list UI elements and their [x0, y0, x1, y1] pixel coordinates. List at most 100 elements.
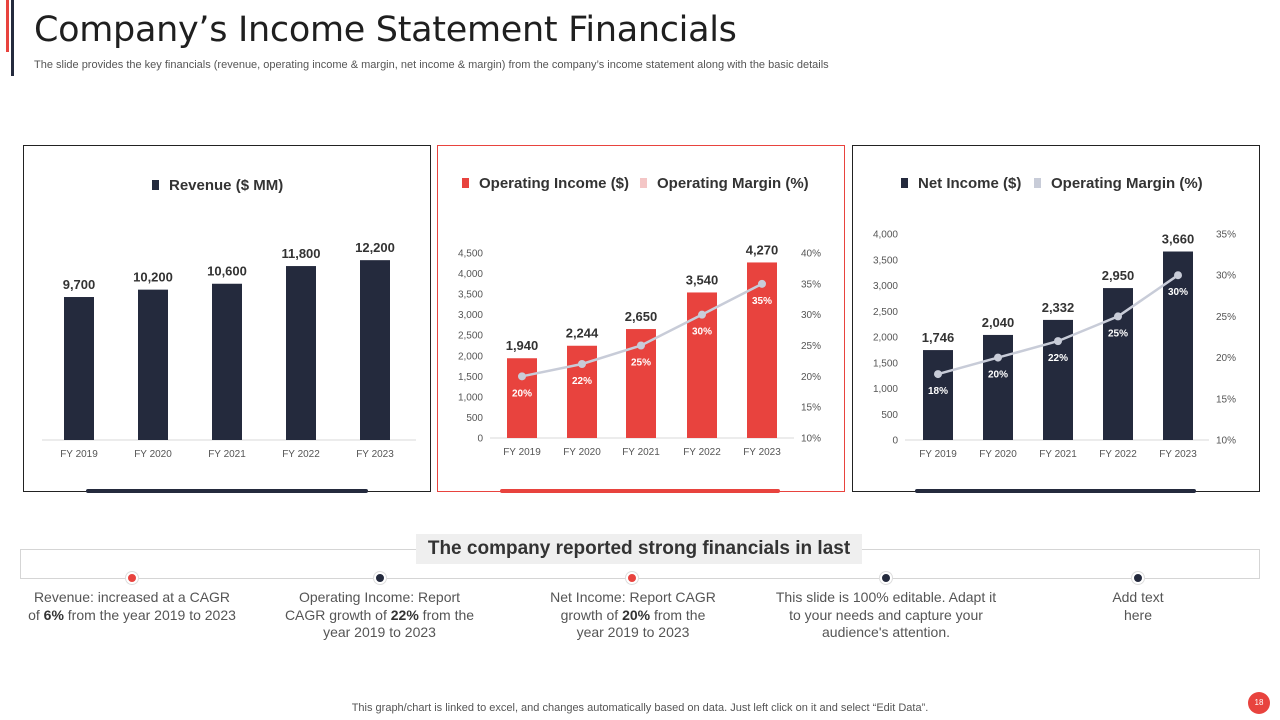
y2-tick-label: 20% — [801, 372, 821, 383]
bar-value-label: 2,650 — [625, 309, 658, 324]
x-tick-label: FY 2022 — [1099, 449, 1137, 460]
bar — [212, 283, 242, 440]
margin-point — [698, 310, 706, 319]
y-tick-label: 4,500 — [458, 249, 483, 260]
y-tick-label: 0 — [892, 436, 898, 447]
accent-bar-dark — [11, 0, 14, 76]
margin-point — [994, 353, 1002, 362]
bar — [286, 266, 316, 440]
x-tick-label: FY 2023 — [743, 447, 781, 458]
bar-value-label: 12,200 — [355, 240, 395, 255]
x-tick-label: FY 2019 — [503, 447, 541, 458]
y-tick-label: 1,500 — [458, 372, 483, 383]
x-tick-label: FY 2020 — [563, 447, 601, 458]
bar-value-label: 9,700 — [63, 277, 96, 292]
footer-note: This graph/chart is linked to excel, and… — [351, 702, 929, 714]
bar-value-label: 2,950 — [1102, 268, 1135, 283]
timeline-dot-1 — [126, 572, 138, 584]
margin-label: 30% — [692, 327, 712, 338]
y-tick-label: 1,000 — [458, 392, 483, 403]
x-tick-label: FY 2023 — [356, 449, 394, 460]
y2-tick-label: 15% — [801, 403, 821, 414]
bar-value-label: 1,940 — [506, 338, 539, 353]
legend-swatch — [640, 178, 647, 188]
panel-underline-revenue — [86, 489, 368, 493]
bar — [360, 260, 390, 440]
operating-income-chart-panel[interactable]: Operating Income ($) Operating Margin (%)… — [437, 145, 845, 492]
y-tick-label: 500 — [881, 410, 898, 421]
y-tick-label: 2,500 — [458, 331, 483, 342]
bar — [64, 297, 94, 440]
bar — [1103, 288, 1133, 440]
timeline-dot-2 — [374, 572, 386, 584]
y-tick-label: 2,500 — [873, 307, 898, 318]
page-subtitle: The slide provides the key financials (r… — [34, 59, 829, 71]
margin-point — [1114, 312, 1122, 321]
y-tick-label: 4,000 — [873, 230, 898, 241]
revenue-chart: Revenue ($ MM) 9,700 FY 2019 10,200 FY 2020 1… — [42, 177, 416, 460]
bar — [923, 350, 953, 440]
margin-point — [758, 279, 766, 288]
key-point-editable: This slide is 100% editable. Adapt it to… — [775, 589, 997, 640]
legend-label: Operating Income ($) — [479, 175, 629, 192]
legend-swatch — [152, 180, 159, 190]
y-tick-label: 500 — [466, 413, 483, 424]
y2-tick-label: 15% — [1216, 394, 1236, 405]
x-tick-label: FY 2019 — [60, 449, 98, 460]
margin-label: 22% — [1048, 353, 1068, 364]
y-tick-label: 1,000 — [873, 384, 898, 395]
y2-tick-label: 20% — [1216, 353, 1236, 364]
bar-value-label: 11,800 — [281, 246, 320, 261]
net-income-chart: Net Income ($) Operating Margin (%) 0 500 1,… — [873, 175, 1236, 460]
bar-value-label: 3,660 — [1162, 232, 1195, 247]
page-number: 18 — [1248, 692, 1270, 714]
y2-tick-label: 10% — [801, 434, 821, 445]
y-tick-label: 1,500 — [873, 358, 898, 369]
legend-label: Net Income ($) — [918, 175, 1021, 192]
summary-heading: The company reported strong financials i… — [416, 534, 862, 564]
bar — [507, 358, 537, 438]
panel-underline-operating — [500, 489, 780, 493]
margin-point — [637, 341, 645, 350]
revenue-chart-panel[interactable]: Revenue ($ MM) 9,700 FY 2019 10,200 FY 2020 1… — [23, 145, 431, 492]
y-tick-label: 2,000 — [458, 351, 483, 362]
margin-label: 20% — [988, 370, 1008, 381]
y-tick-label: 4,000 — [458, 269, 483, 280]
bar-value-label: 2,040 — [982, 315, 1015, 330]
margin-point — [1054, 337, 1062, 346]
margin-point — [1174, 271, 1182, 280]
margin-label: 30% — [1168, 287, 1188, 298]
x-tick-label: FY 2021 — [1039, 449, 1077, 460]
legend-swatch — [1034, 178, 1041, 188]
margin-point — [518, 372, 526, 381]
legend-label: Operating Margin (%) — [657, 175, 809, 192]
timeline-dot-3 — [626, 572, 638, 584]
bar-value-label: 2,244 — [566, 326, 599, 341]
bar-value-label: 10,600 — [207, 264, 247, 279]
margin-point — [934, 370, 942, 379]
y2-tick-label: 30% — [801, 310, 821, 321]
bar-value-label: 3,540 — [686, 272, 719, 287]
y-tick-label: 3,500 — [458, 290, 483, 301]
bar — [138, 289, 168, 440]
bar-value-label: 10,200 — [133, 270, 173, 285]
margin-label: 22% — [572, 376, 592, 387]
legend-swatch — [462, 178, 469, 188]
legend-label: Operating Margin (%) — [1051, 175, 1203, 192]
y-tick-label: 2,000 — [873, 333, 898, 344]
key-point-revenue: Revenue: increased at a CAGR of 6% from … — [28, 589, 236, 623]
operating-income-chart: Operating Income ($) Operating Margin (%)… — [458, 175, 821, 458]
timeline-dot-5 — [1132, 572, 1144, 584]
margin-label: 35% — [752, 296, 772, 307]
key-point-net-income: Net Income: Report CAGR growth of 20% fr… — [550, 589, 716, 640]
bar-value-label: 2,332 — [1042, 300, 1075, 315]
x-tick-label: FY 2023 — [1159, 449, 1197, 460]
x-tick-label: FY 2022 — [282, 449, 320, 460]
accent-bar-red — [6, 0, 9, 52]
legend-label: Revenue ($ MM) — [169, 177, 283, 194]
y-tick-label: 3,000 — [458, 310, 483, 321]
y2-tick-label: 40% — [801, 249, 821, 260]
net-income-chart-panel[interactable]: Net Income ($) Operating Margin (%) 0 500 1,… — [852, 145, 1260, 492]
timeline-dot-4 — [880, 572, 892, 584]
y-tick-label: 0 — [477, 434, 483, 445]
